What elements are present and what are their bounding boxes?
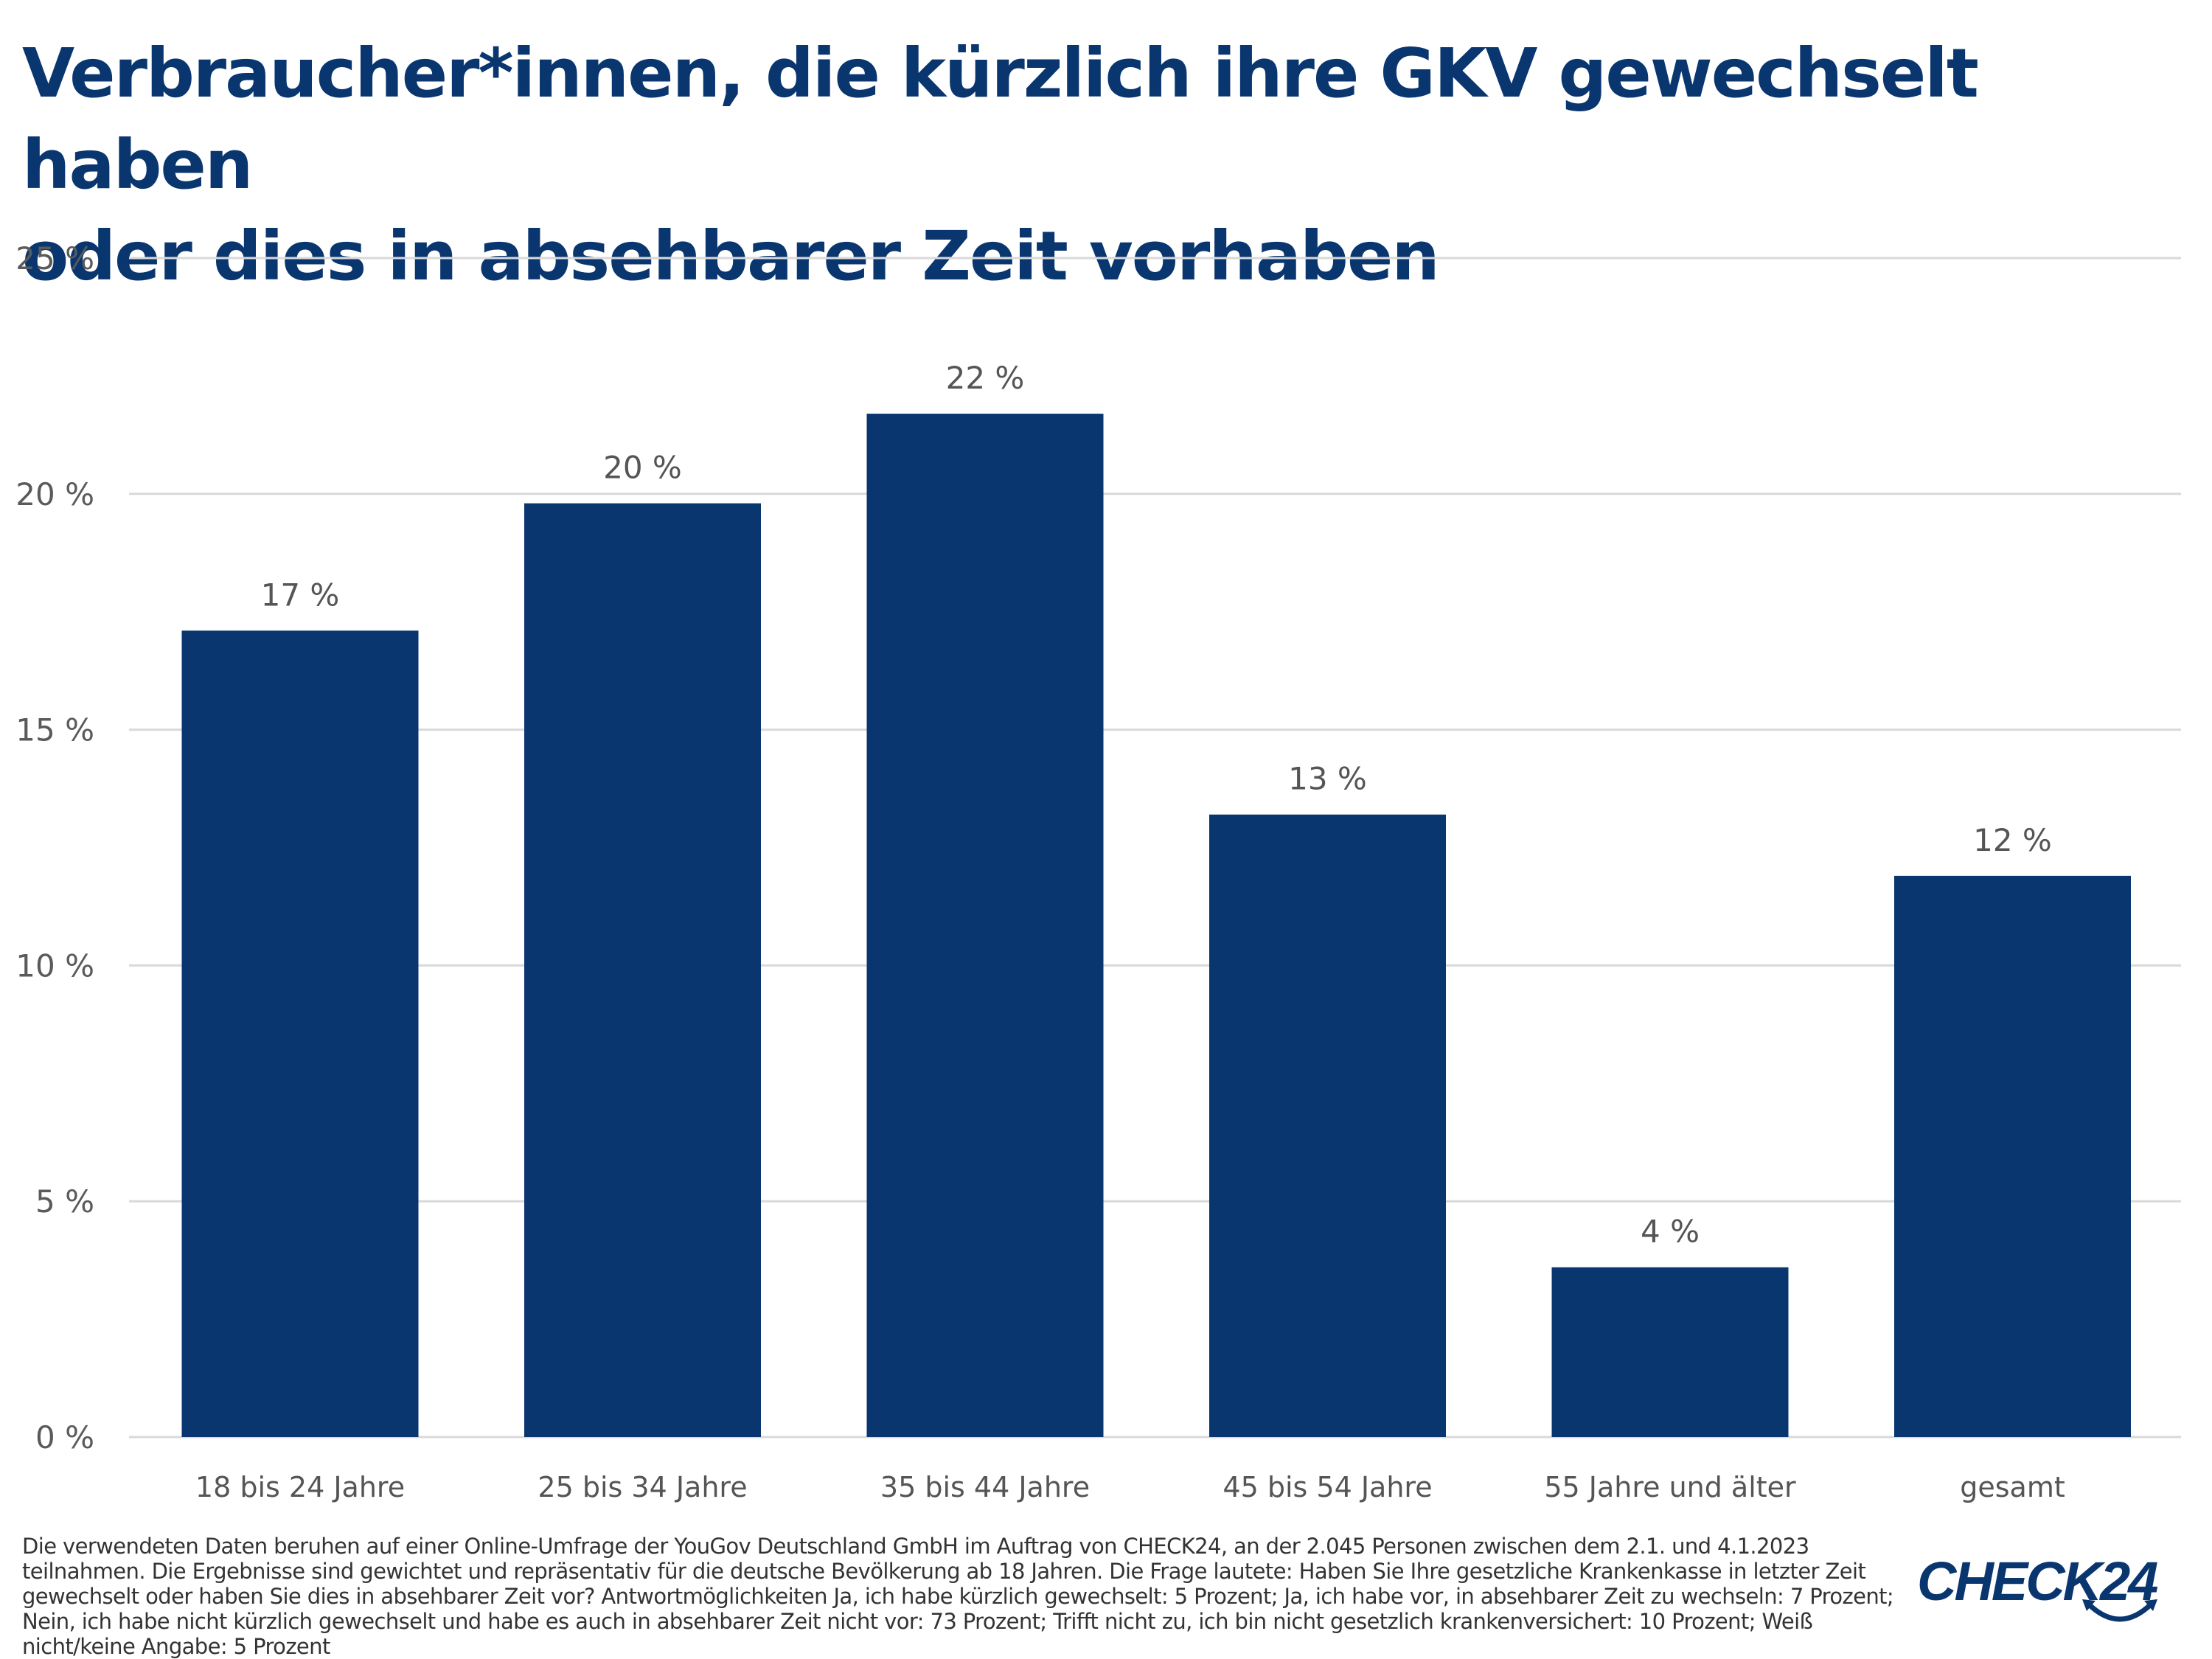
- data-label: 22 %: [946, 360, 1025, 396]
- x-category-label: 45 bis 54 Jahre: [1222, 1471, 1432, 1503]
- x-category-label: 55 Jahre und älter: [1544, 1471, 1796, 1503]
- x-category-label: gesamt: [1960, 1471, 2065, 1503]
- source-footnote: Die verwendeten Daten beruhen auf einer …: [22, 1534, 1894, 1659]
- bar-5: [1551, 1267, 1789, 1437]
- bar-4: [1209, 814, 1446, 1437]
- y-axis-ticks: 0 % 5 % 10 % 15 % 20 % 25 %: [15, 240, 94, 1455]
- data-labels: 17 % 20 % 22 % 13 % 4 % 12 %: [261, 360, 2052, 1250]
- bar-6: [1894, 875, 2131, 1437]
- x-category-label: 25 bis 34 Jahre: [538, 1471, 747, 1503]
- x-category-label: 35 bis 44 Jahre: [880, 1471, 1090, 1503]
- bar-1: [181, 630, 419, 1438]
- bar-2: [524, 503, 761, 1437]
- data-label: 12 %: [1973, 822, 2052, 858]
- y-tick-label: 20 %: [15, 476, 94, 512]
- data-label: 4 %: [1641, 1214, 1700, 1250]
- bars: [181, 414, 2131, 1438]
- smile-arrow-icon: [2082, 1599, 2157, 1622]
- y-tick-label: 15 %: [15, 712, 94, 748]
- gridlines: [129, 257, 2181, 1439]
- x-axis-categories: 18 bis 24 Jahre 25 bis 34 Jahre 35 bis 44 …: [195, 1471, 2065, 1503]
- y-tick-label: 0 %: [35, 1419, 94, 1455]
- bar-3: [866, 414, 1104, 1437]
- x-category-label: 18 bis 24 Jahre: [195, 1471, 405, 1503]
- y-tick-label: 25 %: [15, 240, 94, 276]
- y-tick-label: 10 %: [15, 947, 94, 984]
- data-label: 20 %: [603, 450, 682, 486]
- chart-title-line-1: Verbraucher*innen, die kürzlich ihre GKV…: [22, 34, 1979, 204]
- check24-logo: CHECK24: [1917, 1552, 2168, 1633]
- chart-title-line-2: oder dies in absehbarer Zeit vorhaben: [22, 217, 1440, 296]
- chart-title: Verbraucher*innen, die kürzlich ihre GKV…: [22, 28, 2160, 302]
- logo-text: CHECK24: [1917, 1551, 2158, 1612]
- y-tick-label: 5 %: [35, 1183, 94, 1220]
- data-label: 13 %: [1288, 761, 1367, 797]
- bar-chart: 0 % 5 % 10 % 15 % 20 % 25 % 17 % 20 % 22 % 13 % 4…: [15, 240, 2181, 1503]
- data-label: 17 %: [261, 577, 340, 613]
